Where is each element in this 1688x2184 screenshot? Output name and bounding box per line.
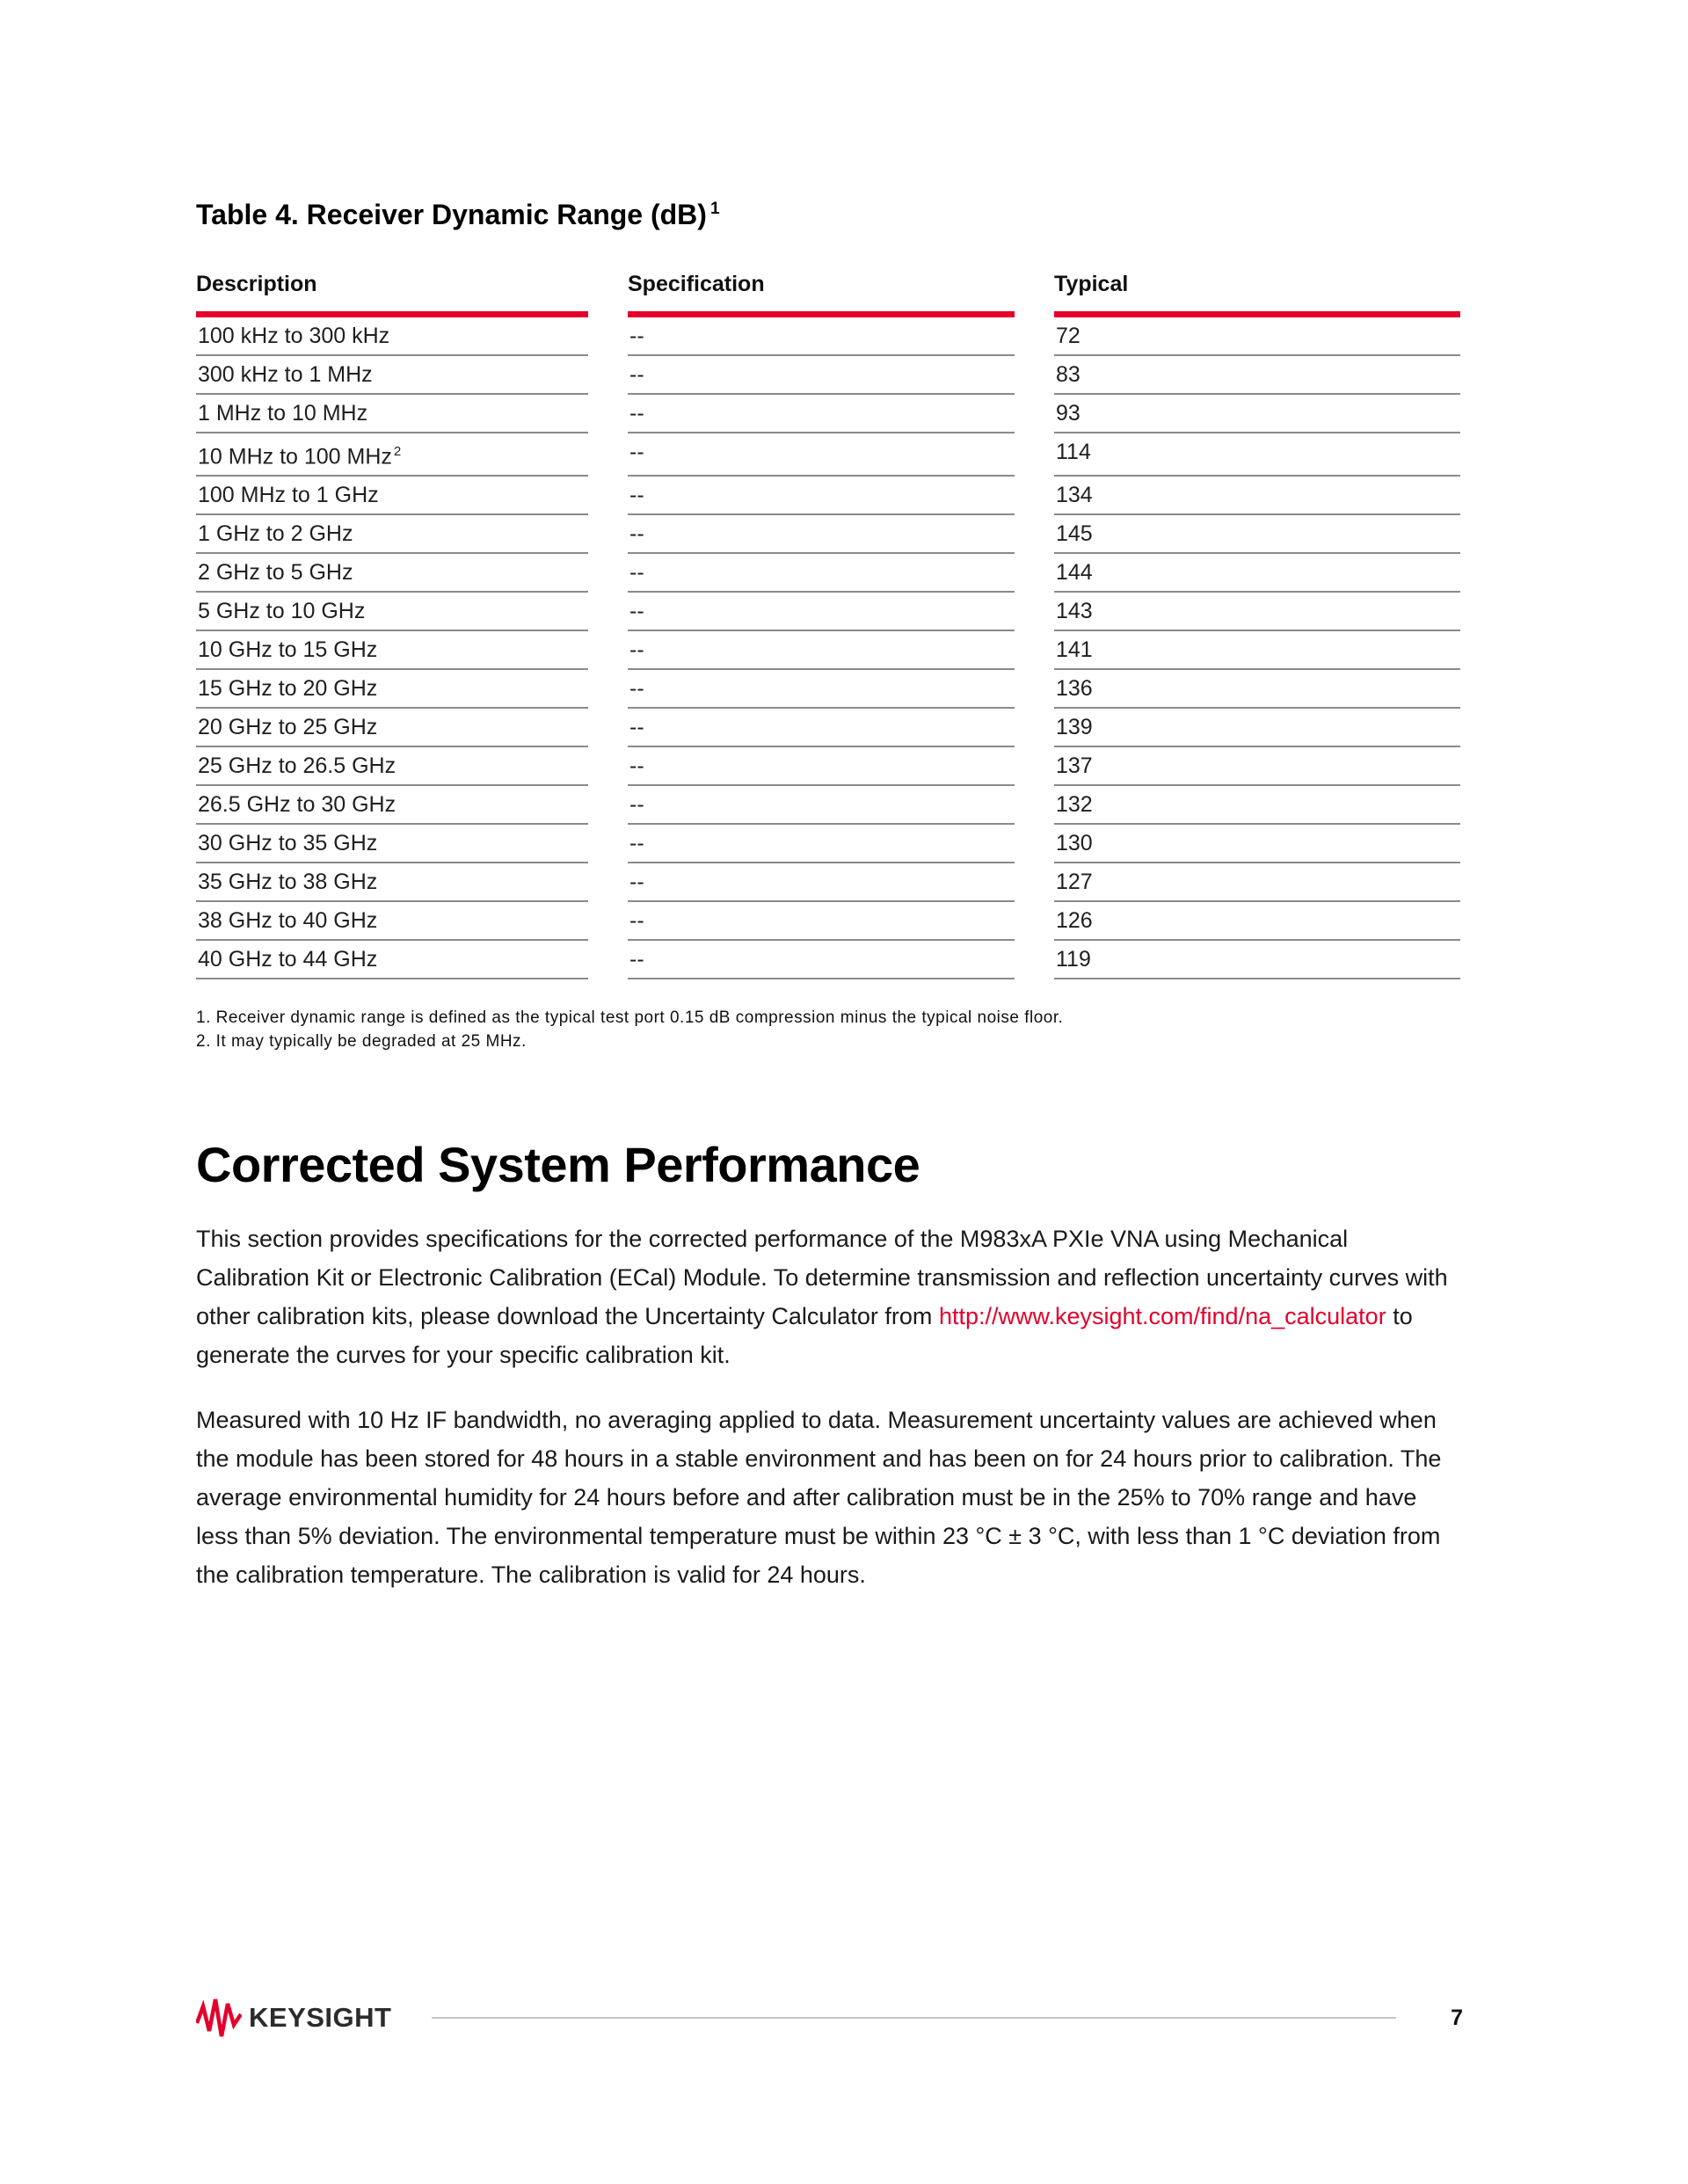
cell-description: 2 GHz to 5 GHz (196, 554, 588, 593)
table-title-footnote-ref: 1 (709, 200, 720, 219)
cell-description: 26.5 GHz to 30 GHz (196, 786, 588, 826)
cell-description: 10 GHz to 15 GHz (196, 631, 588, 671)
cell-typical: 139 (1054, 709, 1460, 748)
cell-typical: 141 (1054, 631, 1460, 671)
page-footer: KEYSIGHT 7 (196, 1998, 1463, 2038)
cell-description: 15 GHz to 20 GHz (196, 670, 588, 710)
cell-specification: -- (628, 941, 1015, 980)
cell-description: 100 kHz to 300 kHz (196, 317, 588, 356)
paragraph-1: This section provides specifications for… (196, 1219, 1463, 1374)
cell-description: 100 MHz to 1 GHz (196, 477, 588, 516)
keysight-logo: KEYSIGHT (196, 1998, 391, 2038)
paragraph-1-text-after-link: to generate the curves for your specific… (196, 1303, 1413, 1369)
footnote-1: 1. Receiver dynamic range is defined as … (196, 1008, 1064, 1028)
table-row: 15 GHz to 20 GHz -- 136 (196, 670, 1463, 710)
cell-description: 1 GHz to 2 GHz (196, 515, 588, 555)
table-row: 10 GHz to 15 GHz -- 141 (196, 631, 1463, 671)
cell-specification: -- (628, 786, 1015, 826)
cell-specification: -- (628, 631, 1015, 671)
table-row: 40 GHz to 44 GHz -- 119 (196, 941, 1463, 980)
table-row: 2 GHz to 5 GHz -- 144 (196, 554, 1463, 593)
table-header-row: Description Specification Typical (196, 272, 1463, 317)
cell-typical: 132 (1054, 786, 1460, 826)
cell-description: 1 MHz to 10 MHz (196, 395, 588, 433)
cell-specification: -- (628, 709, 1015, 748)
cell-typical: 119 (1054, 941, 1460, 980)
cell-specification: -- (628, 317, 1015, 356)
table-row: 20 GHz to 25 GHz -- 139 (196, 709, 1463, 748)
paragraph-1-text-before-link: This section provides specifications for… (196, 1226, 1448, 1330)
cell-typical: 143 (1054, 593, 1460, 632)
cell-specification: -- (628, 593, 1015, 632)
footer-divider-line (432, 2017, 1397, 2019)
cell-specification: -- (628, 395, 1015, 433)
page-content: Table 4. Receiver Dynamic Range (dB) 1 De… (196, 0, 1463, 1594)
na-calculator-link[interactable]: http://www.keysight.com/find/na_calculat… (938, 1303, 1386, 1330)
column-header-typical: Typical (1054, 272, 1460, 317)
cell-typical: 114 (1054, 433, 1460, 477)
cell-typical: 145 (1054, 515, 1460, 555)
cell-specification: -- (628, 747, 1015, 787)
cell-specification: -- (628, 356, 1015, 395)
section-heading: Corrected System Performance (196, 1137, 920, 1193)
cell-specification: -- (628, 515, 1015, 555)
receiver-dynamic-range-table: Description Specification Typical 100 kH… (196, 272, 1463, 980)
cell-description: 5 GHz to 10 GHz (196, 593, 588, 632)
cell-typical: 126 (1054, 902, 1460, 942)
brand-text: KEYSIGHT (249, 2002, 392, 2033)
cell-description: 38 GHz to 40 GHz (196, 902, 588, 942)
table-row: 5 GHz to 10 GHz -- 143 (196, 593, 1463, 632)
table-row: 100 MHz to 1 GHz -- 134 (196, 477, 1463, 516)
cell-typical: 72 (1054, 317, 1460, 356)
cell-specification: -- (628, 825, 1015, 864)
table-row: 1 MHz to 10 MHz -- 93 (196, 395, 1463, 433)
row-footnote-ref: 2 (393, 444, 402, 459)
cell-specification: -- (628, 477, 1015, 516)
column-header-description: Description (196, 272, 588, 317)
table-row: 100 kHz to 300 kHz -- 72 (196, 317, 1463, 356)
column-header-specification: Specification (628, 272, 1015, 317)
table-row: 1 GHz to 2 GHz -- 145 (196, 515, 1463, 555)
table-row: 35 GHz to 38 GHz -- 127 (196, 863, 1463, 903)
cell-description: 30 GHz to 35 GHz (196, 825, 588, 864)
cell-typical: 137 (1054, 747, 1460, 787)
cell-typical: 130 (1054, 825, 1460, 864)
cell-specification: -- (628, 670, 1015, 710)
table-title: Table 4. Receiver Dynamic Range (dB) 1 (196, 199, 1463, 231)
cell-description: 35 GHz to 38 GHz (196, 863, 588, 903)
cell-typical: 93 (1054, 395, 1460, 433)
table-row: 38 GHz to 40 GHz -- 126 (196, 902, 1463, 942)
page-number: 7 (1451, 2005, 1463, 2030)
cell-typical: 136 (1054, 670, 1460, 710)
table-row: 26.5 GHz to 30 GHz -- 132 (196, 786, 1463, 826)
keysight-pulse-icon (196, 1998, 242, 2037)
table-row: 300 kHz to 1 MHz -- 83 (196, 356, 1463, 395)
table-footnotes: 1. Receiver dynamic range is defined as … (196, 1006, 1463, 1053)
cell-specification: -- (628, 554, 1015, 593)
cell-typical: 134 (1054, 477, 1460, 516)
cell-description: 300 kHz to 1 MHz (196, 356, 588, 395)
cell-description: 25 GHz to 26.5 GHz (196, 747, 588, 787)
cell-specification: -- (628, 863, 1015, 903)
table-row: 30 GHz to 35 GHz -- 130 (196, 825, 1463, 864)
cell-description: 10 MHz to 100 MHz 2 (196, 433, 588, 477)
cell-description: 40 GHz to 44 GHz (196, 941, 588, 980)
table-row: 10 MHz to 100 MHz 2 -- 114 (196, 433, 1463, 477)
table-title-text: Table 4. Receiver Dynamic Range (dB) (196, 199, 707, 230)
cell-specification: -- (628, 433, 1015, 477)
cell-description: 20 GHz to 25 GHz (196, 709, 588, 748)
cell-typical: 83 (1054, 356, 1460, 395)
table-row: 25 GHz to 26.5 GHz -- 137 (196, 747, 1463, 787)
cell-specification: -- (628, 902, 1015, 942)
footnote-2: 2. It may typically be degraded at 25 MH… (196, 1032, 527, 1052)
paragraph-2: Measured with 10 Hz IF bandwidth, no ave… (196, 1407, 1442, 1589)
cell-typical: 127 (1054, 863, 1460, 903)
cell-typical: 144 (1054, 554, 1460, 593)
